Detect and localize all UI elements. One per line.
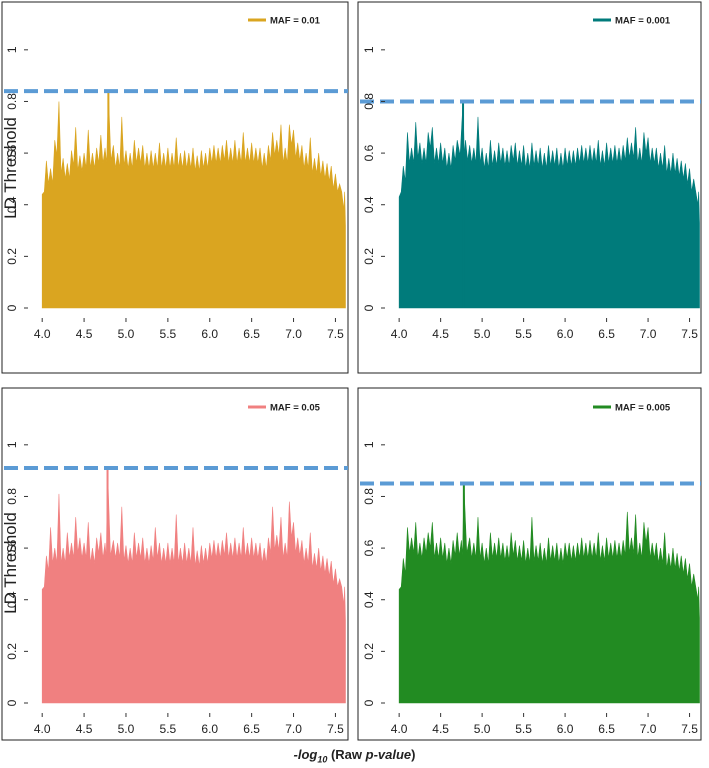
y-tick-label: 1 [362, 441, 376, 448]
x-axis-title-suffix: ) [411, 747, 416, 762]
x-tick-label: 5.5 [515, 327, 532, 341]
x-tick-label: 5.0 [474, 722, 491, 736]
x-tick-label: 7.5 [681, 327, 698, 341]
x-tick-label: 5.5 [515, 722, 532, 736]
x-tick-label: 4.0 [391, 327, 408, 341]
y-tick-label: 0.4 [362, 591, 376, 608]
y-tick-label: 0 [362, 699, 376, 706]
x-tick-label: 4.0 [34, 327, 51, 341]
y-tick-label: 0.2 [362, 643, 376, 660]
y-tick-label: 0.4 [362, 196, 376, 213]
y-tick-label: 0.6 [362, 539, 376, 556]
chart-panel-3: 0 0.2 0.4 0.6 0.8 1 4.0 4.5 5.0 5.5 6.0 6.5 7.0 7.5 MA… [1, 387, 349, 741]
x-tick-label: 4.5 [76, 327, 93, 341]
x-tick-label: 6.0 [201, 722, 218, 736]
legend-label: MAF = 0.001 [615, 16, 671, 27]
data-area [41, 91, 346, 309]
x-tick-label: 6.5 [598, 327, 615, 341]
chart-panel-1: 0 0.2 0.4 0.6 0.8 1 4.0 4.5 5.0 5.5 6.0 6.5 7.0 7.5 MA… [1, 1, 349, 374]
x-tick-label: 4.0 [391, 722, 408, 736]
x-tick-label: 7.0 [640, 722, 657, 736]
x-tick-label: 6.5 [598, 722, 615, 736]
x-tick-label: 6.0 [201, 327, 218, 341]
y-tick-label: 0.2 [5, 248, 19, 265]
panel-frame [357, 1, 702, 374]
x-tick-label: 4.5 [432, 722, 449, 736]
chart-panel-2: 0 0.2 0.4 0.6 0.8 1 4.0 4.5 5.0 5.5 6.0 6.5 7.0 7.5 MA… [357, 1, 702, 374]
y-tick-label: 1 [362, 46, 376, 53]
chart-panel-4: 0 0.2 0.4 0.6 0.8 1 4.0 4.5 5.0 5.5 6.0 6.5 7.0 7.5 MA… [357, 387, 702, 741]
x-tick-label: 5.5 [160, 327, 177, 341]
y-tick-label: 1 [5, 441, 19, 448]
data-area [398, 101, 700, 309]
x-tick-label: 5.0 [118, 722, 135, 736]
x-tick-label: 7.0 [640, 327, 657, 341]
y-tick-label: 0.8 [362, 488, 376, 505]
x-tick-label: 5.5 [160, 722, 177, 736]
y-axis-title: LD Threshold [1, 512, 20, 614]
x-tick-label: 7.0 [285, 722, 302, 736]
data-area [41, 468, 346, 704]
y-tick-label: 0.6 [362, 144, 376, 161]
x-tick-label: 7.5 [327, 327, 344, 341]
x-tick-label: 7.5 [327, 722, 344, 736]
y-tick-label: 1 [5, 46, 19, 53]
panel-frame [357, 387, 702, 741]
x-tick-label: 7.5 [681, 722, 698, 736]
y-tick-label: 0 [362, 304, 376, 311]
y-tick-label: 0.8 [5, 93, 19, 110]
x-tick-label: 7.0 [285, 327, 302, 341]
y-tick-label: 0.6 [5, 539, 19, 556]
panel-frame [1, 1, 349, 374]
y-tick-label: 0.6 [5, 144, 19, 161]
legend-label: MAF = 0.005 [615, 403, 671, 414]
x-tick-label: 6.5 [243, 327, 260, 341]
x-tick-label: 6.0 [557, 722, 574, 736]
x-tick-label: 4.0 [34, 722, 51, 736]
y-tick-label: 0 [5, 699, 19, 706]
x-axis-title-prefix: -log [293, 747, 318, 762]
legend-label: MAF = 0.05 [270, 403, 321, 414]
data-area [398, 483, 700, 704]
x-axis-title: -log10 (Raw p-value) [0, 747, 709, 765]
y-tick-label: 0.8 [5, 488, 19, 505]
x-tick-label: 5.0 [474, 327, 491, 341]
y-axis-title: LD Threshold [1, 117, 20, 219]
y-tick-label: 0.4 [5, 591, 19, 608]
x-tick-label: 6.0 [557, 327, 574, 341]
y-tick-label: 0.2 [362, 248, 376, 265]
y-tick-label: 0 [5, 304, 19, 311]
x-tick-label: 4.5 [432, 327, 449, 341]
y-tick-label: 0.2 [5, 643, 19, 660]
legend-label: MAF = 0.01 [270, 16, 321, 27]
x-tick-label: 5.0 [118, 327, 135, 341]
x-axis-title-pvalue: p-value [365, 747, 412, 762]
x-axis-title-subscript: 10 [317, 754, 328, 765]
x-axis-title-middle: (Raw [327, 747, 366, 762]
y-tick-label: 0.4 [5, 196, 19, 213]
panel-frame [1, 387, 349, 741]
x-tick-label: 4.5 [76, 722, 93, 736]
x-tick-label: 6.5 [243, 722, 260, 736]
y-tick-label: 0.8 [362, 93, 376, 110]
